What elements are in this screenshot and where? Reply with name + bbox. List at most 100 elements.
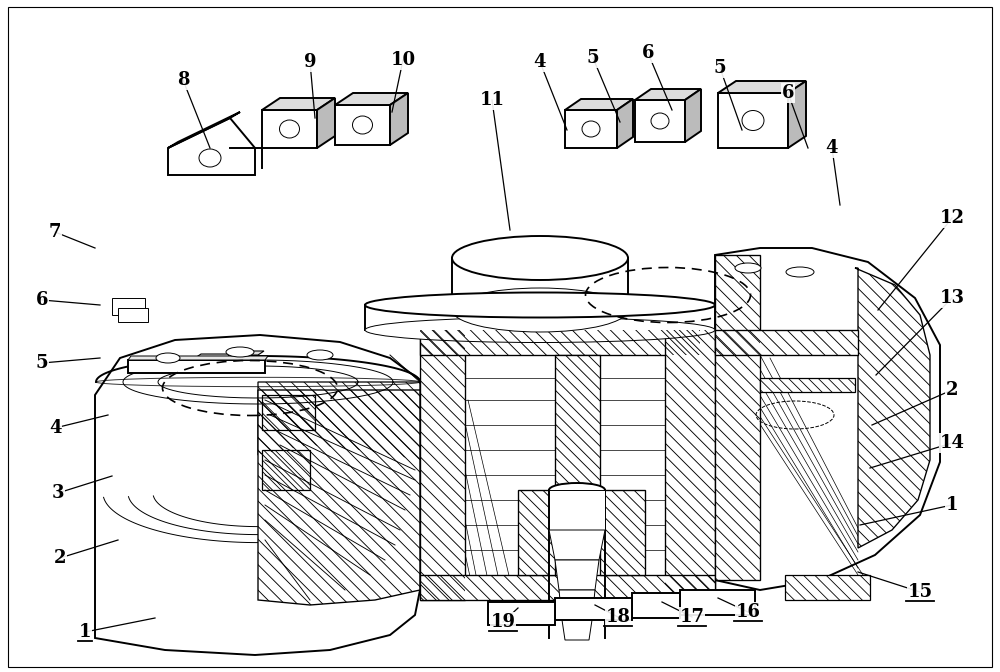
Text: 10: 10 [390,51,416,69]
Polygon shape [488,602,555,625]
Polygon shape [680,590,755,615]
Polygon shape [335,105,390,145]
Text: 7: 7 [49,223,61,241]
PathPatch shape [518,490,555,575]
Polygon shape [112,298,145,315]
Polygon shape [228,351,264,355]
Polygon shape [555,560,599,590]
Polygon shape [258,382,420,460]
Text: 4: 4 [826,139,838,157]
Polygon shape [788,81,806,148]
Polygon shape [365,305,715,330]
PathPatch shape [715,330,858,355]
Polygon shape [665,330,715,600]
Ellipse shape [651,113,669,129]
Polygon shape [317,98,335,148]
Polygon shape [559,590,595,620]
Polygon shape [635,89,701,100]
PathPatch shape [555,355,600,490]
Text: 13: 13 [940,289,964,307]
Text: 2: 2 [946,381,958,399]
Polygon shape [168,118,255,175]
Polygon shape [518,490,555,575]
Polygon shape [855,268,930,548]
Polygon shape [632,593,680,618]
Text: 15: 15 [907,583,933,601]
Text: 5: 5 [714,59,726,77]
Text: 19: 19 [490,613,516,631]
Ellipse shape [735,263,761,273]
Ellipse shape [549,483,605,497]
Polygon shape [95,335,420,655]
PathPatch shape [785,575,870,600]
Polygon shape [420,575,715,600]
PathPatch shape [420,330,465,600]
Text: 18: 18 [606,608,631,626]
Polygon shape [258,390,420,605]
Polygon shape [128,356,268,360]
Polygon shape [262,98,335,110]
Text: 16: 16 [736,603,761,621]
Polygon shape [718,93,788,148]
Ellipse shape [199,149,221,167]
Polygon shape [685,89,701,142]
PathPatch shape [420,330,700,355]
Polygon shape [715,255,760,580]
PathPatch shape [262,395,315,430]
PathPatch shape [600,490,645,575]
Text: 5: 5 [36,354,48,372]
Bar [158,362,188,372]
Polygon shape [617,99,633,148]
PathPatch shape [258,382,420,460]
Text: 14: 14 [940,434,964,452]
Polygon shape [785,575,870,600]
Text: 17: 17 [680,608,704,626]
PathPatch shape [258,390,420,605]
Ellipse shape [582,121,600,137]
Polygon shape [128,360,265,373]
Polygon shape [565,99,633,110]
Polygon shape [565,110,617,148]
Text: 1: 1 [946,496,958,514]
Polygon shape [562,620,592,640]
Ellipse shape [365,292,715,317]
Text: 2: 2 [54,549,66,567]
Text: 3: 3 [52,484,64,502]
Text: 4: 4 [49,419,61,437]
Text: 9: 9 [304,53,316,71]
Polygon shape [635,100,685,142]
Ellipse shape [352,116,372,134]
Ellipse shape [226,347,254,357]
Polygon shape [715,330,858,355]
Bar [195,358,230,368]
Polygon shape [195,354,236,358]
Ellipse shape [786,267,814,277]
Polygon shape [718,81,806,93]
Polygon shape [549,530,605,560]
Text: 11: 11 [480,91,505,109]
Ellipse shape [280,120,300,138]
PathPatch shape [855,268,930,548]
Polygon shape [262,450,310,490]
Ellipse shape [452,288,628,332]
Polygon shape [555,355,600,490]
Text: 5: 5 [587,49,599,67]
Text: 1: 1 [79,623,91,641]
Bar [228,355,258,365]
Text: 6: 6 [36,291,48,309]
Text: 6: 6 [642,44,654,62]
Polygon shape [118,308,148,322]
Text: 8: 8 [177,71,189,89]
Polygon shape [715,248,940,590]
Ellipse shape [365,317,715,343]
Polygon shape [168,112,240,148]
Polygon shape [262,395,315,430]
Polygon shape [158,358,194,362]
Polygon shape [600,490,645,575]
PathPatch shape [665,330,715,600]
Ellipse shape [742,110,764,130]
Text: 6: 6 [782,84,794,102]
PathPatch shape [420,575,715,600]
PathPatch shape [262,450,310,490]
Polygon shape [760,378,855,392]
